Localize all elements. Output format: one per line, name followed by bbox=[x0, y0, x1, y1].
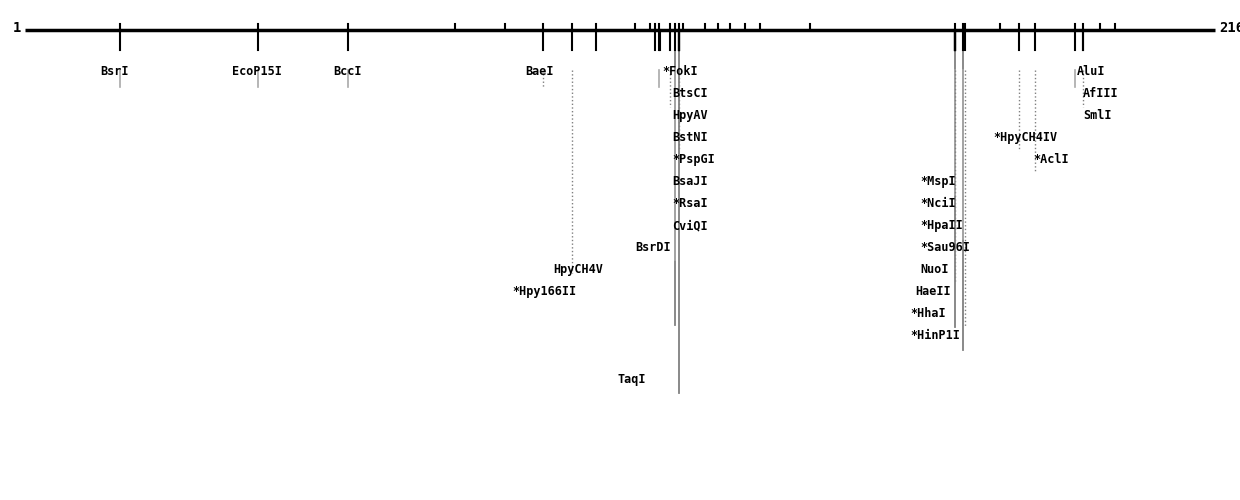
Text: HaeII: HaeII bbox=[915, 285, 951, 298]
Text: BsrI: BsrI bbox=[100, 65, 129, 78]
Text: TaqI: TaqI bbox=[618, 373, 646, 386]
Text: 1: 1 bbox=[12, 21, 21, 35]
Text: HpyCH4V: HpyCH4V bbox=[553, 263, 603, 276]
Text: BccI: BccI bbox=[334, 65, 362, 78]
Text: *FokI: *FokI bbox=[662, 65, 698, 78]
Text: *HpaII: *HpaII bbox=[920, 219, 962, 232]
Text: *Sau96I: *Sau96I bbox=[920, 241, 970, 254]
Text: *HhaI: *HhaI bbox=[910, 307, 946, 320]
Text: *RsaI: *RsaI bbox=[672, 197, 708, 210]
Text: *HpyCH4IV: *HpyCH4IV bbox=[993, 131, 1058, 144]
Text: *NciI: *NciI bbox=[920, 197, 956, 210]
Text: SmlI: SmlI bbox=[1083, 109, 1111, 122]
Text: BaeI: BaeI bbox=[525, 65, 553, 78]
Text: 216: 216 bbox=[1219, 21, 1240, 35]
Text: HpyAV: HpyAV bbox=[672, 109, 708, 122]
Text: EcoP15I: EcoP15I bbox=[232, 65, 281, 78]
Text: *MspI: *MspI bbox=[920, 175, 956, 188]
Text: *Hpy166II: *Hpy166II bbox=[512, 285, 577, 298]
Text: NuoI: NuoI bbox=[920, 263, 949, 276]
Text: BstNI: BstNI bbox=[672, 131, 708, 144]
Text: AfIII: AfIII bbox=[1083, 87, 1118, 100]
Text: *AclI: *AclI bbox=[1033, 153, 1069, 166]
Text: AluI: AluI bbox=[1078, 65, 1106, 78]
Text: *PspGI: *PspGI bbox=[672, 153, 714, 166]
Text: BsaJI: BsaJI bbox=[672, 175, 708, 188]
Text: CviQI: CviQI bbox=[672, 219, 708, 232]
Text: *HinP1I: *HinP1I bbox=[910, 329, 960, 342]
Text: BsrDI: BsrDI bbox=[635, 241, 671, 254]
Text: BtsCI: BtsCI bbox=[672, 87, 708, 100]
